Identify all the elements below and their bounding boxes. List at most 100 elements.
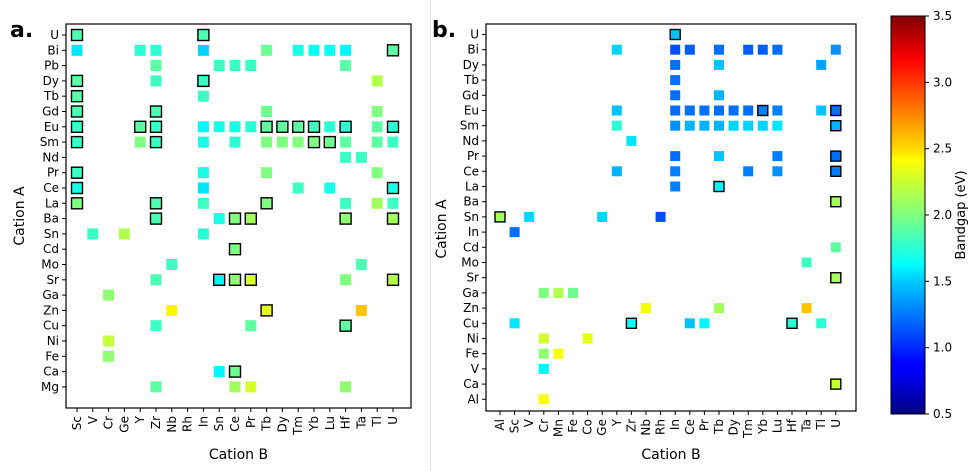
colorbar-tick-label: 2.0 <box>933 208 952 222</box>
heatmap-cell <box>70 197 84 210</box>
heatmap-cell <box>229 136 241 148</box>
heatmap-cell <box>245 60 257 72</box>
y-tick-label: Cd <box>463 240 479 254</box>
heatmap-cell <box>386 120 400 134</box>
heatmap-cell <box>276 120 289 134</box>
heatmap-cell <box>133 120 147 134</box>
heatmap-cell <box>743 44 754 55</box>
heatmap-cell <box>197 44 209 56</box>
panel-divider <box>430 0 431 471</box>
heatmap-cell <box>244 212 258 225</box>
heatmap-cell <box>150 381 162 393</box>
heatmap-cell <box>386 181 400 195</box>
y-tick-label: Sm <box>40 135 59 149</box>
heatmap-cell <box>228 273 242 286</box>
y-tick-label: Mg <box>41 380 59 394</box>
heatmap-cell <box>625 317 638 329</box>
heatmap-cell <box>670 105 681 116</box>
heatmap-cell <box>339 212 352 225</box>
heatmap-cell <box>339 120 352 134</box>
heatmap-cell <box>524 211 535 222</box>
x-tick-label: Yb <box>307 416 321 432</box>
heatmap-cell <box>611 166 622 177</box>
heatmap-cell <box>229 121 241 133</box>
colorbar-tick-label: 3.5 <box>933 9 952 23</box>
heatmap-cell <box>830 119 842 132</box>
x-tick-label: Sn <box>212 416 226 431</box>
heatmap-cell <box>371 167 383 179</box>
x-tick-label: Tl <box>370 416 384 428</box>
heatmap-cell <box>149 212 163 225</box>
heatmap-cell <box>355 259 367 270</box>
y-tick-label: La <box>45 196 59 210</box>
heatmap-cell <box>149 135 163 149</box>
heatmap-cell <box>387 197 399 209</box>
heatmap-cell <box>801 303 812 314</box>
heatmap-cell <box>786 317 798 329</box>
y-tick-label: La <box>465 180 479 194</box>
x-tick-label: Ge <box>595 419 609 436</box>
heatmap-cell <box>509 227 520 238</box>
y-tick-label: Ga <box>42 288 59 302</box>
heatmap-cell <box>757 44 768 55</box>
panel-b-xlabel: Cation B <box>641 447 700 463</box>
y-tick-label: Al <box>467 392 479 406</box>
heatmap-cell <box>197 182 209 194</box>
heatmap-cell <box>670 90 681 101</box>
y-tick-label: Sm <box>460 119 479 133</box>
x-tick-label: In <box>196 416 210 427</box>
x-tick-label: Y <box>610 418 624 427</box>
heatmap-cell <box>684 318 695 329</box>
y-tick-label: Nd <box>462 134 479 148</box>
heatmap-panel-a: a. UBiPbDyTbGdEuSmNdPrCeLaBaSnCdMoSrGaZn… <box>10 18 412 463</box>
heatmap-cell <box>670 166 681 177</box>
x-tick-label: V <box>86 415 100 424</box>
x-tick-label: Lu <box>770 419 784 433</box>
heatmap-cell <box>261 44 273 56</box>
heatmap-cell <box>340 381 352 393</box>
x-tick-label: Tl <box>814 419 828 431</box>
x-tick-label: Al <box>493 419 507 431</box>
y-tick-label: Mo <box>461 256 479 270</box>
heatmap-cell <box>212 273 226 286</box>
heatmap-cell <box>597 211 608 222</box>
panel-b-frame <box>485 23 857 412</box>
heatmap-cell <box>355 151 367 163</box>
heatmap-cell <box>816 318 827 329</box>
heatmap-cell <box>772 44 783 55</box>
y-tick-label: Fe <box>465 347 479 361</box>
heatmap-cell <box>713 180 725 193</box>
heatmap-cell <box>670 59 681 70</box>
heatmap-cell <box>371 75 383 87</box>
heatmap-cell <box>699 120 710 131</box>
x-tick-label: Ce <box>228 416 242 432</box>
heatmap-cell <box>261 136 273 148</box>
heatmap-cell <box>538 287 549 298</box>
y-tick-label: Ni <box>467 332 479 346</box>
x-tick-label: Dy <box>275 416 289 432</box>
x-tick-label: Pr <box>244 416 258 428</box>
heatmap-cell <box>213 121 225 133</box>
heatmap-panel-b: b. UBiDyTbGdEuSmNdPrCeLaBaSnInCdMoSrGaZn… <box>432 9 968 463</box>
heatmap-cell <box>244 273 258 286</box>
heatmap-cell <box>197 90 209 102</box>
heatmap-cell <box>292 120 305 134</box>
heatmap-cell <box>743 105 754 116</box>
panel-b-ylabel: Cation A <box>434 199 450 259</box>
heatmap-cell <box>292 182 304 194</box>
y-tick-label: Tb <box>463 73 479 87</box>
colorbar-tick-label: 1.5 <box>933 274 952 288</box>
y-tick-label: In <box>468 225 479 239</box>
x-tick-label: Rh <box>181 416 195 432</box>
heatmap-cell <box>830 44 841 55</box>
heatmap-cell <box>70 181 84 195</box>
heatmap-cell <box>324 121 336 133</box>
y-tick-label: Ga <box>462 286 479 300</box>
colorbar-label: Bandgap (eV) <box>954 170 968 259</box>
heatmap-cell <box>197 167 209 179</box>
heatmap-cell <box>611 44 622 55</box>
y-tick-label: Bi <box>47 43 59 57</box>
heatmap-cell <box>830 104 842 117</box>
heatmap-cell <box>307 135 321 149</box>
y-tick-label: Ce <box>43 181 59 195</box>
